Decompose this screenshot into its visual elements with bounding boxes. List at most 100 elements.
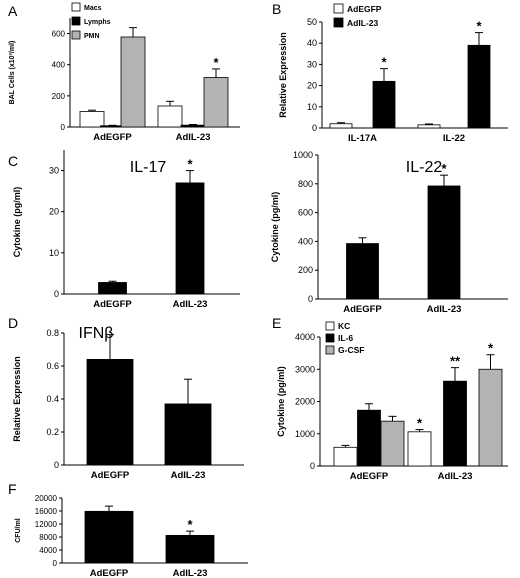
- x-tick-label: IL-22: [443, 133, 465, 144]
- y-axis-label: Cytokine (pg/ml): [12, 187, 22, 258]
- y-tick-label: 0: [308, 294, 313, 304]
- legend-swatch: [71, 2, 81, 12]
- y-tick-label: 4000: [39, 546, 57, 555]
- bar: [120, 36, 146, 128]
- panel-f: F 0 4000 8000 12000 16000 20000 CFU/ml AdEGFP AdI…: [8, 481, 248, 578]
- y-tick-label: 0: [61, 123, 66, 132]
- y-tick-label: 1000: [293, 150, 313, 160]
- y-tick-label: 20: [49, 207, 59, 217]
- panel-label: B: [272, 1, 281, 17]
- y-tick-label: 0.6: [46, 361, 59, 371]
- y-tick-label: 0: [53, 559, 58, 568]
- y-tick-label: 8000: [39, 533, 57, 542]
- y-axis-label: Cytokine (pg/ml): [270, 192, 280, 263]
- legend-swatch: [325, 333, 335, 343]
- bar: [417, 124, 441, 129]
- legend: KC IL-6 G-CSF: [325, 321, 364, 355]
- y-tick-label: 0.8: [46, 328, 59, 338]
- significance-marker: *: [441, 161, 447, 176]
- legend: Macs Lymphs PMN: [71, 2, 111, 40]
- y-tick-label: 2000: [295, 397, 315, 407]
- y-tick-label: 400: [298, 236, 313, 246]
- bar: [380, 420, 405, 467]
- panel-c2: 0 200 400 600 800 1000 Cytokine (pg/ml) IL-22 Ad…: [270, 150, 508, 315]
- legend-swatch: [333, 17, 344, 28]
- x-tick-label: AdEGFP: [93, 132, 132, 143]
- bar: [84, 510, 134, 564]
- significance-marker: *: [417, 416, 423, 431]
- significance-marker: *: [187, 517, 193, 532]
- bar: [333, 446, 358, 467]
- y-tick-label: 10: [49, 248, 59, 258]
- bar: [86, 358, 134, 466]
- y-axis-label: Relative Expression: [12, 356, 22, 442]
- significance-marker: **: [450, 354, 461, 369]
- x-tick-label: AdIL-23: [173, 568, 208, 578]
- bar: [79, 111, 105, 128]
- y-tick-label: 30: [49, 166, 59, 176]
- legend-swatch: [71, 30, 81, 40]
- significance-marker: *: [381, 55, 387, 70]
- bar: [407, 431, 432, 467]
- significance-marker: *: [213, 55, 219, 70]
- panel-label: E: [272, 315, 281, 331]
- chart-title: IL-22: [406, 159, 443, 176]
- y-tick-label: 20: [307, 81, 317, 91]
- y-tick-label: 20000: [35, 494, 58, 503]
- x-tick-label: IL-17A: [348, 133, 377, 144]
- panel-a: A 0 200 400 600 BAL Cells (x10³/ml) AdEGFP AdIL…: [8, 2, 240, 143]
- chart-title: IL-17: [130, 159, 167, 176]
- significance-marker: *: [476, 19, 482, 34]
- legend-swatch: [333, 3, 344, 14]
- y-tick-label: 30: [307, 59, 317, 69]
- legend-label: KC: [338, 321, 350, 331]
- bar: [164, 403, 212, 466]
- x-tick-label: AdEGFP: [93, 299, 132, 310]
- bar: [346, 243, 379, 300]
- x-tick-label: AdEGFP: [350, 471, 389, 482]
- legend-label: G-CSF: [338, 345, 364, 355]
- panel-label: F: [8, 481, 17, 497]
- y-tick-label: 800: [298, 179, 313, 189]
- x-tick-label: AdIL-23: [438, 471, 473, 482]
- y-tick-label: 40: [307, 38, 317, 48]
- x-tick-label: AdEGFP: [343, 304, 382, 315]
- y-axis-label: Cytokine (pg/ml): [276, 366, 286, 437]
- panel-label: D: [8, 315, 18, 331]
- y-tick-label: 200: [52, 92, 66, 101]
- bar: [329, 123, 353, 129]
- bar: [203, 77, 229, 128]
- y-axis-label: Relative Expression: [278, 32, 288, 118]
- x-tick-label: AdEGFP: [91, 470, 130, 481]
- legend-swatch: [71, 16, 81, 26]
- bar: [98, 282, 127, 295]
- legend-swatch: [325, 321, 335, 331]
- legend-label: Macs: [84, 5, 102, 12]
- y-tick-label: 0: [312, 123, 317, 133]
- y-tick-label: 16000: [35, 507, 58, 516]
- bar: [372, 80, 396, 129]
- chart-title: IFNβ: [79, 325, 114, 342]
- legend: AdEGFP AdIL-23: [333, 3, 382, 28]
- y-tick-label: 0: [310, 461, 315, 471]
- panel-b: B 0 10 20 30 40 50 Relative Expression IL-17A * IL…: [272, 1, 508, 144]
- legend-label: IL-6: [338, 333, 353, 343]
- y-tick-label: 0.4: [46, 394, 59, 404]
- legend-label: AdIL-23: [347, 18, 378, 28]
- y-tick-label: 12000: [35, 520, 58, 529]
- panel-e: E 0 1000 2000 3000 4000 Cytokine (pg/ml) AdEGFP…: [272, 315, 508, 482]
- x-tick-label: AdIL-23: [171, 470, 206, 481]
- y-tick-label: 0: [54, 460, 59, 470]
- legend-swatch: [325, 345, 335, 355]
- legend-label: AdEGFP: [347, 4, 382, 14]
- panel-c1: C 0 10 20 30 Cytokine (pg/ml) IL-17 AdEGFP AdIL-…: [8, 150, 240, 310]
- legend-label: PMN: [84, 33, 100, 40]
- bar: [175, 182, 205, 295]
- y-tick-label: 50: [307, 17, 317, 27]
- x-tick-label: AdIL-23: [176, 132, 211, 143]
- bar: [180, 124, 206, 128]
- y-tick-label: 0: [54, 289, 59, 299]
- significance-marker: *: [187, 157, 193, 172]
- y-tick-label: 600: [52, 30, 66, 39]
